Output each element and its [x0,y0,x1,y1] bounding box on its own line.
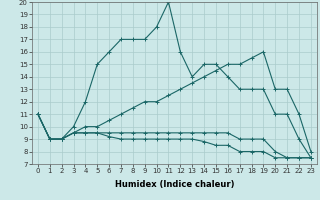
X-axis label: Humidex (Indice chaleur): Humidex (Indice chaleur) [115,180,234,189]
